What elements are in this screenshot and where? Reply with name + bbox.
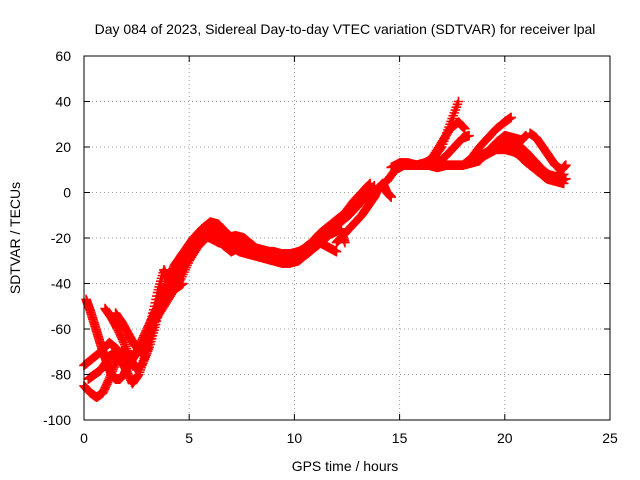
data-point-marker: [178, 278, 188, 289]
series-8: [373, 178, 396, 202]
x-tick-label: 25: [602, 430, 618, 446]
y-tick-label: -100: [43, 412, 71, 428]
y-tick-label: 0: [63, 185, 71, 201]
x-axis-label: GPS time / hours: [292, 458, 399, 474]
y-axis-label: SDTVAR / TECUs: [7, 182, 23, 294]
x-tick-label: 10: [287, 430, 303, 446]
y-tick-label: 20: [55, 139, 71, 155]
data-point-marker: [506, 112, 516, 123]
data-point-marker: [460, 124, 470, 134]
series-6: [83, 278, 188, 389]
series-11: [432, 130, 474, 168]
x-tick-label: 5: [185, 430, 193, 446]
y-tick-label: -40: [51, 276, 71, 292]
axis-ticks: 0 5 10 15 20 25 -100 -80 -60 -40 -20 0 20 40 60: [43, 48, 618, 446]
data-points: [79, 96, 571, 403]
y-tick-label: 60: [55, 48, 71, 64]
data-point-marker: [340, 237, 350, 248]
x-tick-label: 15: [392, 430, 408, 446]
series-17: [525, 128, 571, 175]
data-point-marker: [561, 160, 571, 170]
y-tick-label: -60: [51, 321, 71, 337]
y-tick-label: -20: [51, 230, 71, 246]
x-tick-label: 20: [497, 430, 513, 446]
data-point-marker: [558, 178, 569, 189]
data-point-marker: [464, 130, 474, 141]
data-point-marker: [331, 246, 342, 257]
series-18: [516, 153, 569, 189]
y-tick-label: -80: [51, 367, 71, 383]
data-point-marker: [386, 192, 396, 202]
data-point-marker: [453, 96, 464, 107]
series-12: [457, 112, 516, 170]
series-10: [420, 117, 470, 170]
x-tick-label: 0: [80, 430, 88, 446]
chart-title: Day 084 of 2023, Sidereal Day-to-day VTE…: [95, 21, 596, 37]
y-tick-label: 40: [55, 94, 71, 110]
